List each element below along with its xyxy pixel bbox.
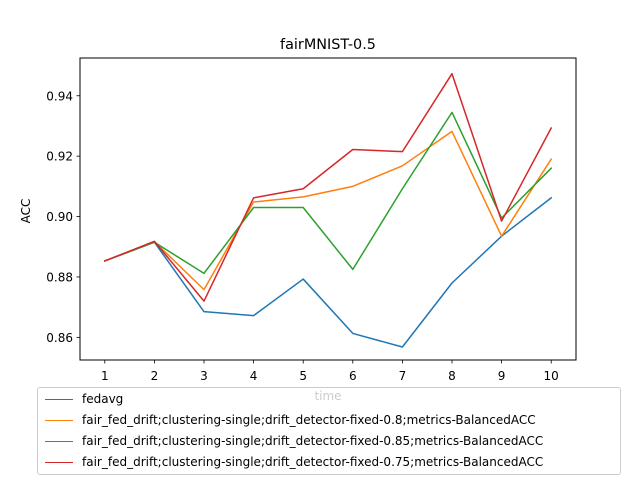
x-tick-label: 6 [349, 369, 357, 383]
x-tick-label: 7 [399, 369, 407, 383]
x-tick-label: 1 [101, 369, 109, 383]
legend-entry-fedavg: fedavg [38, 390, 620, 410]
legend-label: fair_fed_drift;clustering-single;drift_d… [82, 434, 544, 448]
series-line-2 [103, 111, 553, 275]
x-tick-label: 8 [448, 369, 456, 383]
y-tick-label: 0.92 [46, 150, 73, 164]
x-tick-label: 9 [498, 369, 506, 383]
y-tick-label: 0.90 [46, 210, 73, 224]
legend-entry-fixed-0-8: fair_fed_drift;clustering-single;drift_d… [38, 411, 620, 431]
x-tick-label: 10 [544, 369, 559, 383]
legend-swatch [45, 399, 73, 400]
series-line-0 [103, 196, 553, 348]
legend-swatch [45, 462, 73, 463]
axis-ticks: 1 2 3 4 5 6 7 8 9 10 0.86 0.88 0.90 0.92 0.94 [46, 89, 559, 383]
y-tick-label: 0.94 [46, 89, 73, 103]
legend-entry-fixed-0-85: fair_fed_drift;clustering-single;drift_d… [38, 432, 620, 452]
x-tick-label: 4 [250, 369, 258, 383]
plot-frame [79, 57, 577, 361]
legend-swatch [45, 420, 73, 421]
y-axis-label: ACC [19, 199, 33, 224]
y-tick-label: 0.86 [46, 331, 73, 345]
chart-title: fairMNIST-0.5 [280, 37, 376, 53]
x-tick-label: 2 [151, 369, 159, 383]
y-tick-label: 0.88 [46, 270, 73, 284]
series-line-1 [103, 130, 553, 291]
series-lines [103, 72, 553, 348]
legend: fedavg fair_fed_drift;clustering-single;… [37, 387, 621, 475]
legend-swatch [45, 441, 73, 442]
legend-label: fedavg [82, 392, 124, 406]
legend-label: fair_fed_drift;clustering-single;drift_d… [82, 455, 544, 469]
x-tick-label: 3 [200, 369, 208, 383]
legend-entry-fixed-0-75: fair_fed_drift;clustering-single;drift_d… [38, 453, 620, 473]
legend-label: fair_fed_drift;clustering-single;drift_d… [82, 413, 536, 427]
x-tick-label: 5 [299, 369, 307, 383]
series-line-3 [103, 72, 553, 302]
